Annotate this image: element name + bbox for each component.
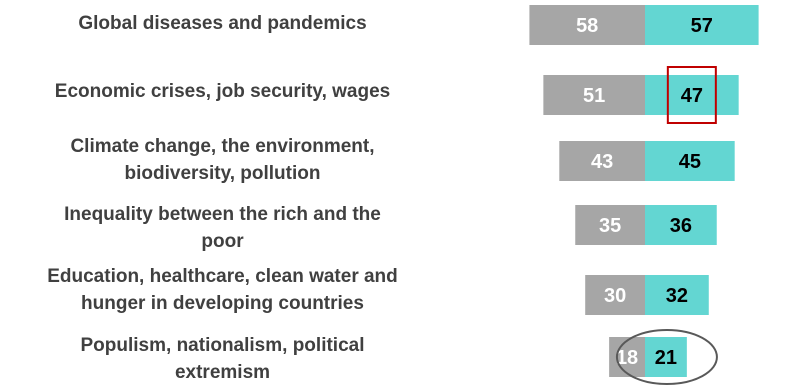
category-label-line: poor: [201, 231, 244, 252]
bar-right: [645, 5, 759, 45]
category-label-line: Global diseases and pandemics: [78, 13, 367, 34]
category-label-line: Climate change, the environment,: [70, 136, 375, 157]
data-label-left: 35: [599, 215, 621, 237]
data-label-left: 30: [604, 285, 626, 307]
highlight-box: [666, 66, 717, 124]
bar-left: [543, 75, 645, 115]
bar-right: [645, 275, 709, 315]
data-label-right: 36: [670, 215, 692, 237]
bar-left: [559, 141, 645, 181]
data-label-right: 32: [666, 285, 688, 307]
data-label-left: 58: [576, 15, 598, 37]
category-label-line: Populism, nationalism, political: [80, 335, 365, 356]
category-label-line: Education, healthcare, clean water and: [47, 266, 398, 287]
category-label-education-healthcare: Education, healthcare, clean water and h…: [0, 263, 445, 317]
data-label-right: 47: [681, 85, 703, 107]
category-label-line: Inequality between the rich and the: [64, 204, 381, 225]
bar-right: [645, 141, 735, 181]
category-label-line: hunger in developing countries: [81, 293, 364, 314]
category-label-line: extremism: [174, 362, 271, 383]
highlight-ellipse: [615, 329, 718, 385]
data-label-left: 18: [616, 347, 638, 369]
category-label-global-diseases: Global diseases and pandemics: [0, 10, 445, 37]
category-label-economic-crises: Economic crises, job security, wages: [0, 78, 445, 105]
category-label-line: Economic crises, job security, wages: [54, 81, 391, 102]
data-label-right: 21: [655, 347, 677, 369]
category-label-inequality: Inequality between the rich and the poor: [0, 201, 445, 255]
bar-right: [645, 75, 739, 115]
bar-right: [645, 337, 687, 377]
data-label-left: 43: [591, 151, 613, 173]
bar-left: [609, 337, 645, 377]
bar-left: [529, 5, 645, 45]
category-label-climate-change: Climate change, the environment, biodive…: [0, 133, 445, 187]
category-label-populism: Populism, nationalism, political extremi…: [0, 332, 445, 386]
data-label-right: 45: [679, 151, 701, 173]
bar-right: [645, 205, 717, 245]
data-label-left: 51: [583, 85, 605, 107]
data-label-right: 57: [691, 15, 713, 37]
bar-left: [585, 275, 645, 315]
bar-left: [575, 205, 645, 245]
category-label-line: biodiversity, pollution: [124, 163, 321, 184]
